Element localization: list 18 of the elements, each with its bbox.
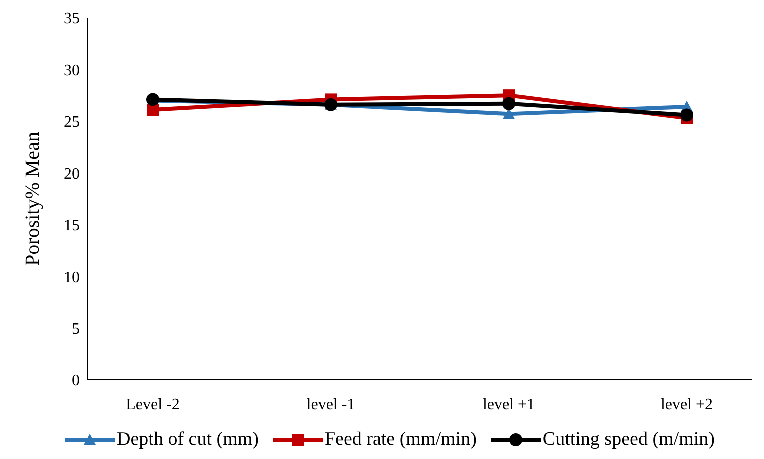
y-tick-label: 5: [72, 320, 80, 338]
y-tick-label: 10: [64, 269, 80, 286]
x-tick-label: Level -2: [126, 396, 180, 414]
y-axis-title: Porosity% Mean: [22, 132, 44, 266]
legend-label: Feed rate (mm/min): [324, 429, 477, 451]
y-tick-label: 0: [72, 372, 80, 390]
y-tick-label: 25: [64, 114, 80, 132]
x-tick-label: level -1: [306, 396, 356, 414]
legend-label: Cutting speed (m/min): [542, 429, 715, 451]
x-tick-label: level +2: [660, 396, 714, 414]
x-tick-label: level +1: [482, 396, 536, 414]
point: [502, 97, 516, 110]
y-tick-label: 15: [64, 218, 80, 235]
legend-label: Depth of cut (mm): [116, 429, 259, 451]
y-tick-label: 20: [64, 166, 80, 183]
point: [680, 108, 694, 122]
y-tick-label: 30: [64, 62, 80, 80]
y-tick-label: 35: [64, 10, 80, 28]
